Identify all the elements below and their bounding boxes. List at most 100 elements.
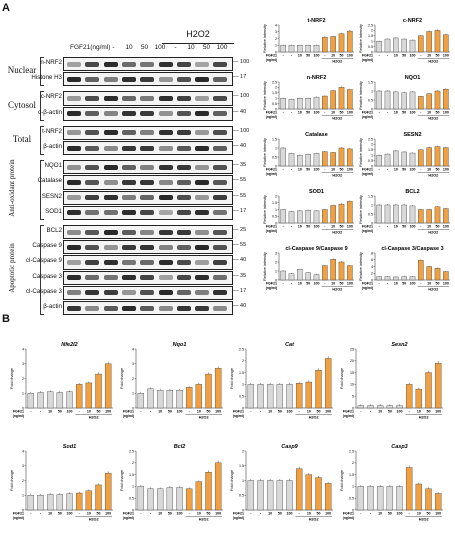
bar	[330, 259, 336, 281]
blot-band	[67, 290, 81, 296]
dose-tick-label: 10	[427, 168, 431, 172]
blot-band	[176, 210, 191, 216]
bar	[376, 90, 382, 110]
blot-band	[67, 130, 81, 136]
blot-band	[213, 145, 228, 151]
dose-tick-label: -	[189, 512, 191, 516]
bar	[443, 208, 449, 224]
blot-band	[195, 244, 210, 250]
y-tick-label: 0	[132, 508, 134, 512]
blot-strip	[63, 255, 233, 270]
chart-title: Bcl2	[174, 444, 186, 450]
x-unit: (ng/ml)	[266, 58, 277, 62]
y-tick-label: 0.5	[272, 102, 277, 106]
blot-band	[140, 290, 155, 296]
dose-tick-label: -	[379, 54, 381, 58]
y-tick-label: 1	[132, 392, 134, 396]
dose-tick-label: 10	[298, 54, 302, 58]
bar	[205, 373, 212, 409]
dose-tick-label: 10	[427, 54, 431, 58]
bar	[295, 383, 303, 409]
dose-tick-label: 10	[268, 512, 272, 516]
blot-band	[85, 164, 100, 170]
blot-band	[67, 275, 81, 281]
dose-tick-label: 100	[443, 168, 449, 172]
blot-band	[158, 275, 173, 281]
dose-tick-label: 50	[436, 168, 440, 172]
bar	[276, 480, 284, 511]
blot-band	[121, 95, 136, 101]
y-tick-label: 1	[22, 494, 24, 498]
chart-title: Cat	[285, 342, 295, 348]
dose-tick-label: 100	[314, 111, 320, 115]
y-axis-label: Fold change	[340, 368, 344, 389]
bar	[393, 91, 399, 110]
y-tick-label: 1	[275, 44, 277, 48]
dose-tick-label: 100	[347, 54, 353, 58]
dose-tick-label: 50	[278, 512, 282, 516]
blot-band	[121, 290, 136, 296]
y-tick-label: 1.5	[272, 137, 277, 141]
bar	[37, 392, 44, 409]
y-tick-label: 0	[371, 221, 373, 225]
y-tick-label: 1	[22, 392, 24, 396]
y-tick-label: 2.5	[349, 449, 354, 453]
dose-tick-label: 10	[394, 111, 398, 115]
y-tick-label: 0	[22, 508, 24, 512]
chart-title: cl-Caspase 3/Caspase 3	[381, 246, 443, 252]
y-tick-label: 0	[242, 508, 244, 512]
bar	[434, 30, 441, 53]
bar-chart: cl-Caspase 9/Caspase 9 Relative intensity…	[263, 246, 354, 292]
dose-tick-label: -	[409, 410, 411, 414]
blot-band	[103, 259, 118, 265]
x-prefix: FGF21	[266, 168, 277, 172]
dose-tick-label: -	[283, 225, 285, 229]
bar-chart: Bcl2 Fold change 0 0.5 1 1.5 2 2.5 - - 10 50 100 - 10 5…	[120, 444, 223, 522]
bar	[305, 272, 311, 281]
blot-band	[158, 244, 173, 250]
bar	[156, 488, 164, 511]
y-tick-label: 3	[132, 362, 134, 366]
bar	[443, 34, 449, 53]
chart-title: NQO1	[405, 75, 421, 81]
bar	[330, 90, 336, 110]
h2o2-axis-label: H2O2	[419, 518, 429, 522]
x-unit: (ng/ml)	[343, 516, 354, 520]
dose-tick-label: -	[379, 111, 381, 115]
bar	[367, 486, 374, 511]
bar	[384, 38, 391, 53]
blot-band	[85, 145, 100, 151]
y-tick-label: 2	[22, 479, 24, 483]
blot-band	[195, 76, 210, 82]
y-axis-label: Fold change	[120, 368, 124, 389]
dose-tick-label: -	[324, 282, 326, 286]
y-axis-label: Relative intensity	[359, 195, 363, 224]
blot-band	[85, 259, 100, 265]
dose-tick-label: 50	[402, 168, 406, 172]
mw-marker: — 17	[233, 287, 247, 294]
blot-band	[121, 210, 136, 216]
dose-tick-label: 100	[347, 282, 353, 286]
dose-tick-label: -	[360, 410, 362, 414]
blot-strip	[63, 225, 233, 240]
y-tick-label: 3	[22, 464, 24, 468]
x-prefix: FGF21	[266, 54, 277, 58]
bar-chart: Catalase Relative intensity 0 0.5 1 1.5 - - 10 50…	[263, 132, 354, 178]
blot-strip	[63, 240, 233, 255]
bar	[266, 480, 274, 511]
bar	[401, 151, 407, 167]
chart-title: Sod1	[63, 444, 76, 450]
dose-tick-label: 10	[394, 168, 398, 172]
dose-tick-label: 50	[317, 410, 321, 414]
dose-tick-label: 50	[306, 168, 310, 172]
blot-band	[158, 164, 173, 170]
bar	[322, 265, 328, 281]
dose-tick-label: 100	[105, 512, 111, 516]
y-tick-label: 0	[275, 107, 277, 111]
bar	[338, 87, 345, 110]
blot-band	[85, 275, 100, 281]
blot-band	[67, 61, 81, 67]
dose-tick-label: -	[283, 282, 285, 286]
